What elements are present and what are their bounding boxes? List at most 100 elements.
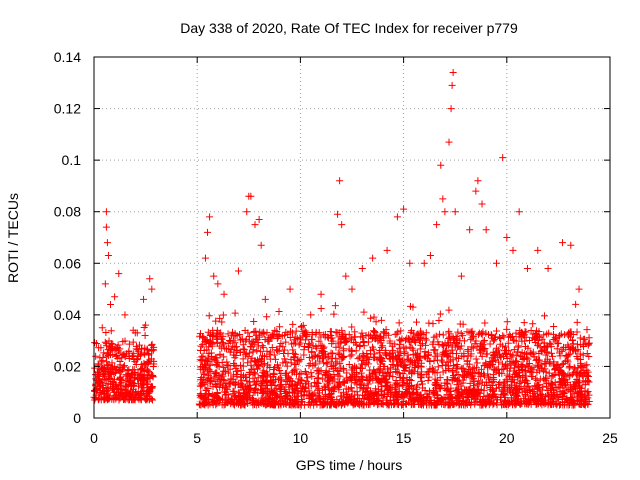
- background-point: [470, 395, 478, 403]
- background-point: [424, 368, 432, 376]
- y-tick-label: 0.08: [54, 204, 81, 220]
- background-point: [458, 388, 466, 396]
- background-point: [196, 363, 204, 371]
- background-point: [348, 387, 356, 395]
- background-point: [229, 371, 237, 379]
- background-point: [454, 377, 462, 385]
- background-point: [275, 307, 283, 315]
- background-point: [580, 343, 588, 351]
- background-point: [245, 349, 253, 357]
- background-point: [477, 373, 485, 381]
- background-point: [332, 354, 340, 362]
- background-point: [421, 353, 429, 361]
- background-point: [345, 331, 353, 339]
- background-point: [403, 380, 411, 388]
- background-point: [237, 371, 245, 379]
- background-point: [453, 381, 461, 389]
- data-point: [204, 228, 212, 236]
- background-point: [392, 379, 400, 387]
- background-point: [273, 361, 281, 369]
- background-point: [264, 361, 272, 369]
- background-point: [579, 335, 587, 343]
- background-point: [367, 314, 375, 322]
- background-point: [313, 400, 321, 408]
- data-point: [338, 221, 346, 229]
- background-point: [309, 342, 317, 350]
- background-point: [99, 357, 107, 365]
- data-point: [101, 280, 109, 288]
- background-point: [496, 334, 504, 342]
- background-point: [231, 309, 239, 317]
- background-point: [342, 390, 350, 398]
- background-point: [529, 320, 537, 328]
- background-point: [322, 359, 330, 367]
- background-point: [255, 363, 263, 371]
- data-point: [445, 138, 453, 146]
- background-point: [308, 335, 316, 343]
- data-point: [111, 293, 119, 301]
- background-point: [312, 397, 320, 405]
- background-point: [459, 332, 467, 340]
- background-point: [409, 346, 417, 354]
- background-point: [223, 398, 231, 406]
- background-point: [198, 356, 206, 364]
- background-point: [282, 392, 290, 400]
- background-point: [254, 374, 262, 382]
- background-point: [445, 329, 453, 337]
- background-point: [544, 386, 552, 394]
- background-point: [545, 329, 553, 337]
- data-point: [358, 264, 366, 272]
- background-point: [522, 366, 530, 374]
- background-point: [196, 347, 204, 355]
- background-point: [545, 379, 553, 387]
- background-point: [219, 311, 227, 319]
- background-point: [515, 379, 523, 387]
- background-point: [360, 308, 368, 316]
- background-point: [442, 347, 450, 355]
- background-point: [556, 352, 564, 360]
- background-point: [91, 364, 99, 372]
- background-point: [444, 362, 452, 370]
- background-point: [461, 368, 469, 376]
- background-point: [257, 378, 265, 386]
- data-point: [515, 208, 523, 216]
- background-point: [396, 373, 404, 381]
- data-point: [214, 280, 222, 288]
- background-point: [279, 359, 287, 367]
- background-point: [297, 336, 305, 344]
- background-point: [228, 375, 236, 383]
- background-point: [422, 329, 430, 337]
- background-point: [146, 395, 154, 403]
- background-point: [503, 364, 511, 372]
- background-point: [263, 382, 271, 390]
- background-point: [483, 399, 491, 407]
- background-point: [102, 380, 110, 388]
- background-point: [358, 391, 366, 399]
- background-point: [244, 359, 252, 367]
- background-point: [300, 351, 308, 359]
- background-point: [430, 388, 438, 396]
- background-point: [288, 382, 296, 390]
- background-point: [327, 349, 335, 357]
- background-point: [144, 389, 152, 397]
- background-point: [124, 381, 132, 389]
- background-point: [487, 331, 495, 339]
- background-point: [391, 330, 399, 338]
- background-point: [414, 363, 422, 371]
- background-point: [308, 372, 316, 380]
- background-point: [541, 376, 549, 384]
- background-point: [549, 372, 557, 380]
- background-point: [375, 377, 383, 385]
- background-point: [104, 352, 112, 360]
- background-point: [419, 400, 427, 408]
- background-point: [287, 359, 295, 367]
- background-point: [438, 362, 446, 370]
- background-point: [371, 389, 379, 397]
- background-point: [250, 357, 258, 365]
- data-point: [534, 246, 542, 254]
- background-point: [213, 339, 221, 347]
- background-point: [408, 369, 416, 377]
- background-point: [107, 340, 115, 348]
- background-point: [276, 382, 284, 390]
- data-points: [90, 68, 593, 409]
